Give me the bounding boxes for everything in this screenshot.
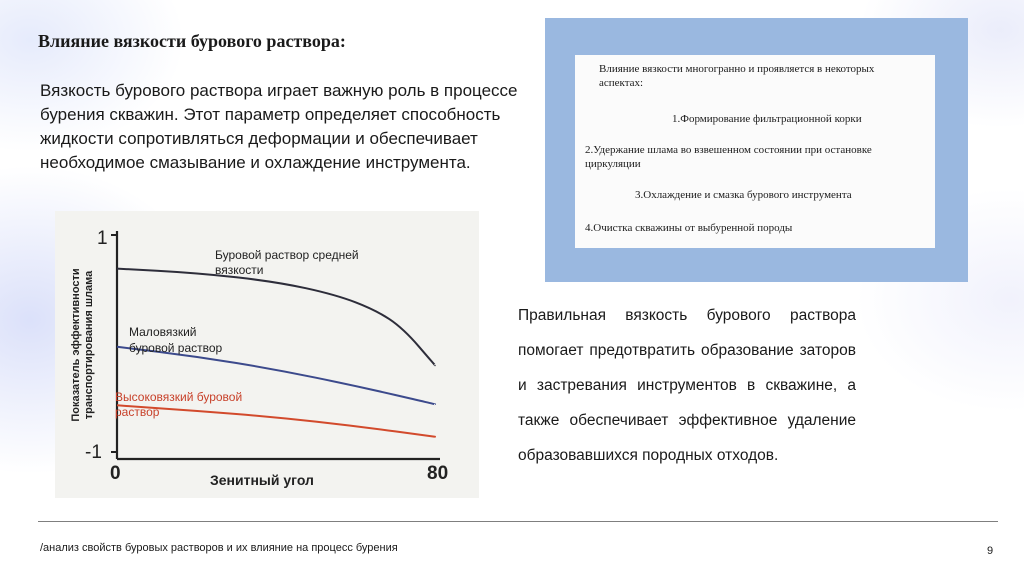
series-low-viscosity xyxy=(116,345,437,406)
y-axis-label-line1: Показатель эффективности xyxy=(70,268,82,421)
aspect-item-3: 3.Охлаждение и смазка бурового инструмен… xyxy=(635,189,852,201)
series-layer xyxy=(116,267,437,438)
series-high-viscosity xyxy=(116,404,437,438)
aspects-panel: Влияние вязкости многогранно и проявляет… xyxy=(575,55,935,248)
x-tick-label-start: 0 xyxy=(110,463,121,484)
y-axis-label: Показатель эффективности транспортирован… xyxy=(70,268,95,421)
legend-low-line1: Маловязкий xyxy=(129,325,197,339)
aspect-item-1: 1.Формирование фильтрационной корки xyxy=(672,113,862,125)
legend-medium-line1: Буровой раствор средней xyxy=(215,248,359,262)
legend-high-line1: Высоковязкий буровой xyxy=(115,390,242,404)
footer-divider xyxy=(38,521,998,522)
legend-medium-viscosity: Буровой раствор средней вязкости xyxy=(215,248,359,277)
y-axis-label-line2: транспортирования шлама xyxy=(83,270,95,419)
aspects-intro: Влияние вязкости многогранно и проявляет… xyxy=(599,63,875,89)
body-paragraph: Правильная вязкость бурового раствора по… xyxy=(518,307,856,464)
x-tick-label-end: 80 xyxy=(427,463,448,484)
aspect-item-2: 2.Удержание шлама во взвешенном состояни… xyxy=(585,144,872,170)
legend-high-viscosity: Высоковязкий буровой раствор xyxy=(115,390,242,419)
legend-low-viscosity: Маловязкий буровой раствор xyxy=(129,325,223,355)
chart-svg: 1 -1 0 80 Зенитный угол Показатель эффек… xyxy=(70,228,448,488)
viscosity-chart: 1 -1 0 80 Зенитный угол Показатель эффек… xyxy=(55,211,479,498)
series-medium-viscosity xyxy=(116,267,436,367)
footer-caption: /анализ свойств буровых растворов и их в… xyxy=(40,542,398,554)
page-number: 9 xyxy=(987,545,994,557)
legend-low-line2: буровой раствор xyxy=(129,341,223,355)
legend-medium-line2: вязкости xyxy=(215,263,264,277)
aspect-item-4: 4.Очистка скважины от выбуренной породы xyxy=(585,222,793,234)
intro-text: Вязкость бурового раствора играет важную… xyxy=(40,81,518,172)
x-axis-label: Зенитный угол xyxy=(210,472,314,488)
y-tick-label-bottom: -1 xyxy=(85,442,102,463)
y-tick-label-top: 1 xyxy=(97,228,108,249)
legend-high-line2: раствор xyxy=(115,405,160,419)
slide-title: Влияние вязкости бурового раствора: xyxy=(38,31,346,51)
